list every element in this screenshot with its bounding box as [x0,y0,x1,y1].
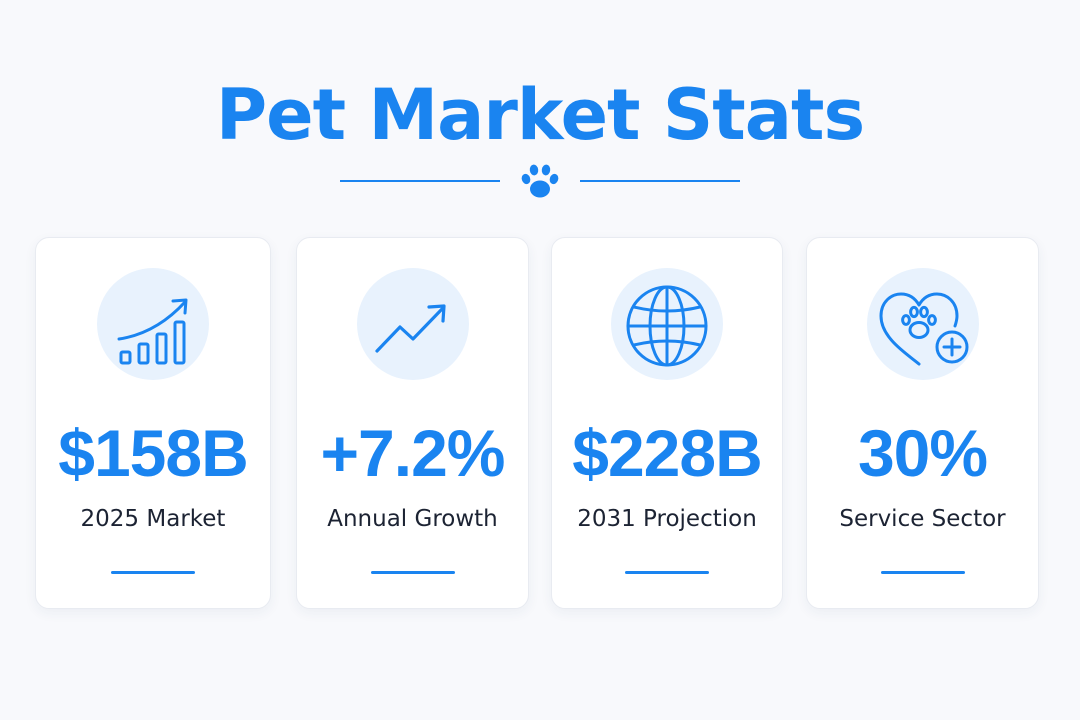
stat-card-2031-projection: $228B 2031 Projection [551,237,783,609]
icon-badge [866,268,979,380]
icon-badge [97,268,209,380]
stat-label: Annual Growth [327,506,498,532]
page-title: Pet Market Stats [215,74,865,156]
stat-card-2025-market: $158B 2025 Market [35,237,271,609]
stat-card-service-sector: 30% Service Sector [806,237,1039,609]
title-divider [0,162,1080,202]
globe-icon [626,285,708,367]
stat-label: Service Sector [839,506,1006,532]
trend-up-arrow-icon [374,304,446,353]
icon-badge [611,268,723,380]
stat-value: 30% [857,416,988,490]
stat-value: $228B [572,416,763,490]
card-underline [370,571,455,574]
stat-card-annual-growth: +7.2% Annual Growth [296,237,529,609]
icon-badge [356,268,469,380]
divider-line-right [580,180,740,182]
stat-value: $158B [58,416,249,490]
stat-label: 2025 Market [80,506,226,532]
card-underline [625,571,709,574]
stat-value: +7.2% [320,416,506,490]
bar-chart-growth-icon [117,298,188,365]
heart-paw-plus-icon [879,292,968,366]
divider-line-left [340,180,500,182]
card-underline [111,571,195,574]
stat-label: 2031 Projection [577,506,757,532]
card-underline [880,571,965,574]
paw-icon [521,164,559,198]
